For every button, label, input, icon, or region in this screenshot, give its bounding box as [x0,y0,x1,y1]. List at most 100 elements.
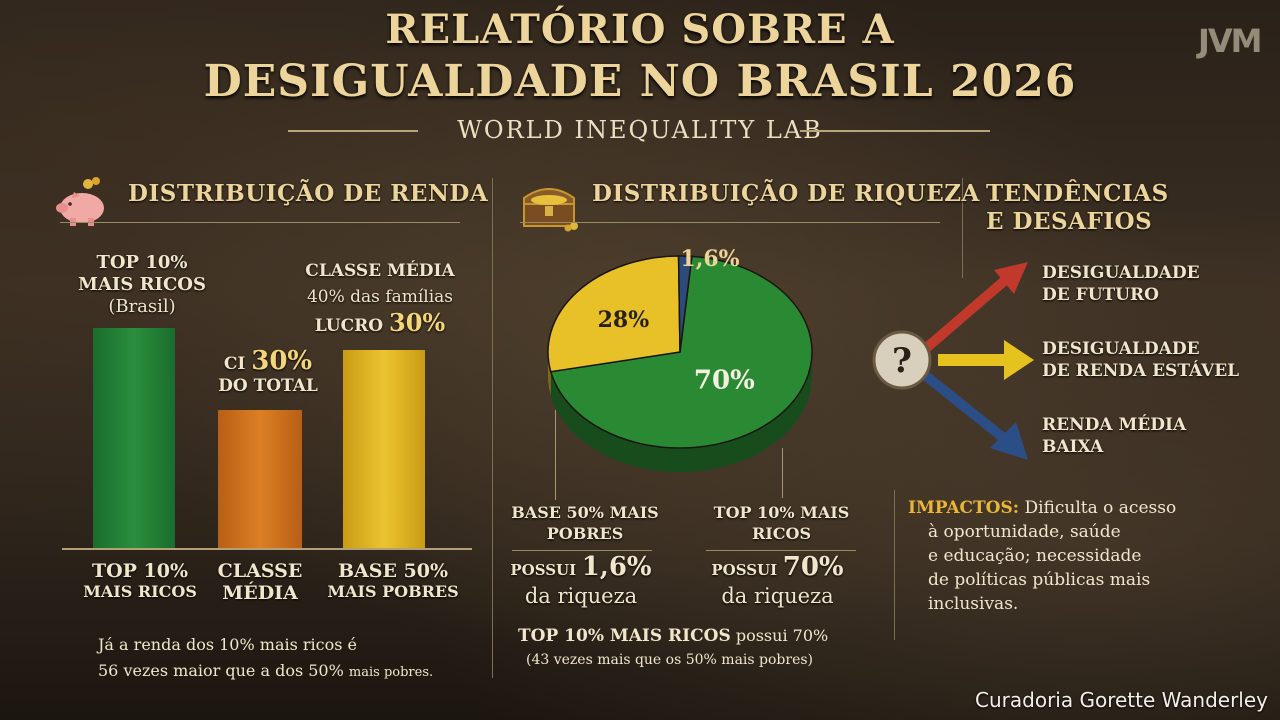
question-mark-icon: ? [892,341,912,381]
income-footnote: Já a renda dos 10% mais ricos é 56 vezes… [98,632,478,686]
divider-2 [962,178,963,278]
credit: Curadoria Gorette Wanderley [975,688,1268,712]
pie-labels: 70% 28% 1,6% [598,246,755,396]
trend-label-3: RENDA MÉDIA BAIXA [1042,414,1186,458]
income-heading-rule [60,222,460,223]
base-annotation-prefix: LUCRO [314,316,384,336]
title-line-2: DESIGUALDADE NO BRASIL 2026 [203,56,1077,107]
pie-slice-0 [549,255,813,449]
bar-label-classe-media-line1: CLASSE [217,560,303,582]
bar-label-top10: TOP 10% MAIS RICOS [70,560,210,601]
divider-3 [894,490,895,640]
top10-annotation-line3: (Brasil) [108,296,176,317]
base-annotation-value: 30% [389,308,446,337]
base-annotation-line2: 40% das famílias [306,287,454,307]
trend-arrows: ? [872,262,1034,460]
wealth-summary-bold: TOP 10% MAIS RICOS [518,626,731,646]
middle-annotation: CI 30% DO TOTAL [212,348,324,397]
bar-label-classe-media-line2: MÉDIA [222,582,298,604]
bar-label-top10-line2: MAIS RICOS [83,582,197,601]
wealth-right-rule [706,550,856,551]
trend-label-1-line2: DE FUTURO [1042,285,1159,305]
bar-baseline [62,548,472,550]
title-line-1: RELATÓRIO SOBRE A [385,6,895,53]
wealth-right-value-text: 70% [782,552,844,582]
impacts-line3: e educação; necessidade [928,546,1142,566]
impacts-label: IMPACTOS: [908,498,1020,518]
wealth-left-suffix: da riqueza [524,584,638,608]
bar-classe-media [218,410,302,548]
arrow-blue-head [990,422,1028,460]
pie-slices [547,255,813,449]
logo: JVM [1198,22,1263,60]
wealth-summary-line2: (43 vezes mais que os 50% mais pobres) [526,652,814,668]
wealth-left-label: BASE 50% MAIS POBRES [500,502,670,544]
income-heading: DISTRIBUIÇÃO DE RENDA [128,180,489,207]
pie-label-2: 1,6% [680,246,739,272]
pointer-left [555,410,556,500]
impacts-line4: de políticas públicas mais [928,570,1151,590]
subtitle-rule-right [800,130,990,132]
base-annotation-line1: CLASSE MÉDIA [305,261,455,281]
wealth-left-label-line1: BASE 50% MAIS [511,503,659,522]
pie-label-0: 70% [694,366,755,396]
trend-label-1-line1: DESIGUALDADE [1042,263,1200,283]
impacts-text: IMPACTOS: Dificulta o acesso à oportunid… [908,496,1248,616]
wealth-heading-rule [520,222,940,223]
trend-label-2-line1: DESIGUALDADE [1042,339,1200,359]
arrow-yellow-head [1004,340,1034,380]
wealth-right-label-line1: TOP 10% MAIS [713,503,850,522]
wealth-heading: DISTRIBUIÇÃO DE RIQUEZA [592,180,980,207]
middle-annotation-value: 30% [251,346,313,376]
trends-heading: TENDÊNCIAS E DESAFIOS [986,180,1169,236]
middle-annotation-line2: DO TOTAL [218,376,318,396]
wealth-right-value: POSSUI 70% da riqueza [690,554,865,609]
base-annotation: CLASSE MÉDIA 40% das famílias LUCRO 30% [290,258,470,339]
treasure-chest-icon [518,178,580,232]
wealth-left-possui: POSSUI [510,561,577,579]
wealth-left-value-text: 1,6% [581,552,652,582]
impacts-line5: inclusivas. [928,594,1019,614]
top10-annotation-line1: TOP 10% [96,252,188,273]
bar-base50 [343,350,425,548]
bar-label-base50-line2: MAIS POBRES [327,582,459,601]
wealth-left-rule [512,550,652,551]
impacts-line2: à oportunidade, saúde [928,522,1121,542]
wealth-pie-chart: 70% 28% 1,6% [547,246,813,472]
trends-heading-line2: E DESAFIOS [986,208,1153,235]
question-circle [872,330,932,390]
subtitle-rule-left [288,130,418,132]
arrow-blue-shaft [922,372,1010,444]
bar-label-base50-line1: BASE 50% [337,560,449,582]
wealth-right-possui: POSSUI [711,561,778,579]
income-footnote-line2b: mais pobres. [348,665,434,680]
impacts-line1: Dificulta o acesso [1024,498,1177,518]
pie-label-1: 28% [598,307,650,333]
top10-annotation-line2: MAIS RICOS [78,274,206,295]
trends-heading-line1: TENDÊNCIAS [986,180,1169,207]
pie-side-0 [550,352,812,472]
divider-1 [492,178,493,678]
arrow-red-head [994,262,1028,294]
bar-top10 [93,328,175,548]
arrow-red-shaft [920,272,1014,354]
pointer-right [782,448,783,498]
bar-label-classe-media: CLASSE MÉDIA [200,560,320,604]
trend-label-2-line2: DE RENDA ESTÁVEL [1042,361,1240,381]
trend-label-2: DESIGUALDADE DE RENDA ESTÁVEL [1042,338,1239,382]
middle-annotation-prefix: CI [223,354,246,374]
wealth-right-suffix: da riqueza [721,584,834,608]
piggy-bank-icon [54,176,112,228]
trend-label-1: DESIGUALDADE DE FUTURO [1042,262,1200,306]
subtitle: WORLD INEQUALITY LAB [457,116,823,144]
trend-label-3-line1: RENDA MÉDIA [1042,415,1187,435]
wealth-right-label-line2: RICOS [751,524,811,543]
bar-label-top10-line1: TOP 10% [91,560,189,582]
income-footnote-line2a: 56 vezes maior que a dos 50% [98,661,344,680]
bar-label-base50: BASE 50% MAIS POBRES [318,560,468,601]
wealth-summary-rest: possui 70% [735,626,829,645]
wealth-right-label: TOP 10% MAIS RICOS [694,502,869,544]
income-footnote-line1: Já a renda dos 10% mais ricos é [98,635,358,654]
wealth-left-value: POSSUI 1,6% da riqueza [496,554,666,609]
trend-label-3-line2: BAIXA [1042,437,1104,457]
